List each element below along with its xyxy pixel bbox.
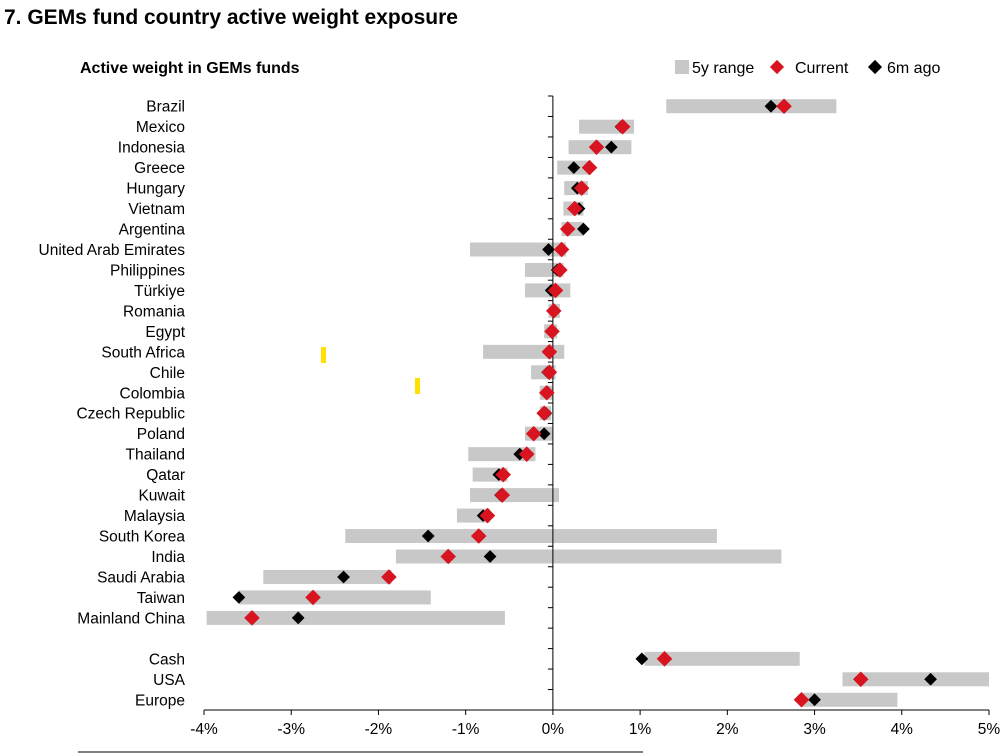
legend-ago-marker xyxy=(867,59,883,75)
current-marker xyxy=(573,180,590,196)
x-tick-label: 1% xyxy=(629,721,652,738)
current-marker xyxy=(581,159,598,176)
category-label: South Africa xyxy=(101,344,185,361)
category-label: Hungary xyxy=(126,181,185,198)
current-marker xyxy=(853,671,869,688)
category-label: Qatar xyxy=(146,467,185,484)
category-label: Cash xyxy=(149,651,185,668)
category-label: USA xyxy=(153,672,186,689)
category-label: Saudi Arabia xyxy=(97,569,185,586)
category-label: Mainland China xyxy=(77,610,185,627)
chart-subtitle: Active weight in GEMs funds xyxy=(80,60,300,77)
range-bar xyxy=(470,488,559,503)
category-label: Kuwait xyxy=(138,488,185,505)
range-bar xyxy=(470,242,566,257)
category-label: Czech Republic xyxy=(76,406,185,423)
range-bar xyxy=(666,99,837,114)
legend: 5y range Current 6m ago xyxy=(675,59,940,77)
range-bar xyxy=(842,672,989,687)
category-label: Thailand xyxy=(126,447,185,464)
category-label: Poland xyxy=(137,426,185,443)
range-bar xyxy=(801,692,898,707)
current-marker xyxy=(553,241,570,258)
x-tick-label: 3% xyxy=(803,721,826,738)
category-label: Egypt xyxy=(145,324,185,341)
x-tick-label: -2% xyxy=(365,721,393,738)
x-tick-label: -1% xyxy=(452,721,480,738)
axes xyxy=(203,95,990,715)
category-label: Philippines xyxy=(110,262,185,279)
legend-current-marker xyxy=(769,59,785,75)
category-label: Mexico xyxy=(136,119,185,136)
category-label: Brazil xyxy=(146,99,185,116)
category-label: India xyxy=(151,549,185,566)
category-label: Chile xyxy=(150,365,185,382)
yellow-mark xyxy=(415,378,420,394)
category-label: Taiwan xyxy=(137,590,185,607)
category-label: Europe xyxy=(135,692,185,709)
category-label: Vietnam xyxy=(128,201,185,218)
category-label: Colombia xyxy=(120,385,186,402)
range-bar xyxy=(483,344,565,359)
current-marker xyxy=(656,651,673,667)
x-tick-label: 2% xyxy=(716,721,739,738)
range-bar xyxy=(263,569,392,584)
category-label: Malaysia xyxy=(124,508,186,525)
x-tick-label: 5% xyxy=(978,721,1000,738)
current-marker xyxy=(479,507,496,524)
range-bar xyxy=(644,651,800,666)
legend-range-swatch xyxy=(675,60,689,74)
category-label: United Arab Emirates xyxy=(39,242,186,259)
current-marker xyxy=(244,610,260,626)
category-label: South Korea xyxy=(99,529,186,546)
figure-title: 7. GEMs fund country active weight expos… xyxy=(4,6,458,29)
legend-current-label: Current xyxy=(795,60,849,77)
category-label: Indonesia xyxy=(118,140,186,157)
category-label: Romania xyxy=(123,303,185,320)
current-marker xyxy=(566,200,583,217)
x-tick-label: -4% xyxy=(190,721,218,738)
range-bar xyxy=(524,262,564,277)
range-bars xyxy=(206,99,989,707)
category-label: Greece xyxy=(134,160,185,177)
range-bar xyxy=(345,529,717,544)
x-tick-label: 0% xyxy=(542,721,565,738)
x-tick-label: 4% xyxy=(891,721,914,738)
x-tick-label: -3% xyxy=(277,721,305,738)
range-bar xyxy=(238,590,431,605)
current-marker xyxy=(588,139,605,155)
category-label: Argentina xyxy=(119,222,186,239)
current-marker xyxy=(793,691,810,708)
category-label: Türkiye xyxy=(134,283,185,300)
legend-range-label: 5y range xyxy=(692,60,754,77)
legend-ago-label: 6m ago xyxy=(887,60,940,77)
yellow-mark xyxy=(321,347,326,363)
x-tick-labels: -4% -3% -2% -1% 0% 1% 2% 3% 4% 5% xyxy=(190,721,1000,738)
current-marker xyxy=(559,221,576,237)
category-labels: Brazil Mexico Indonesia Greece Hungary Vietna… xyxy=(39,99,186,710)
range-bar xyxy=(206,610,505,625)
